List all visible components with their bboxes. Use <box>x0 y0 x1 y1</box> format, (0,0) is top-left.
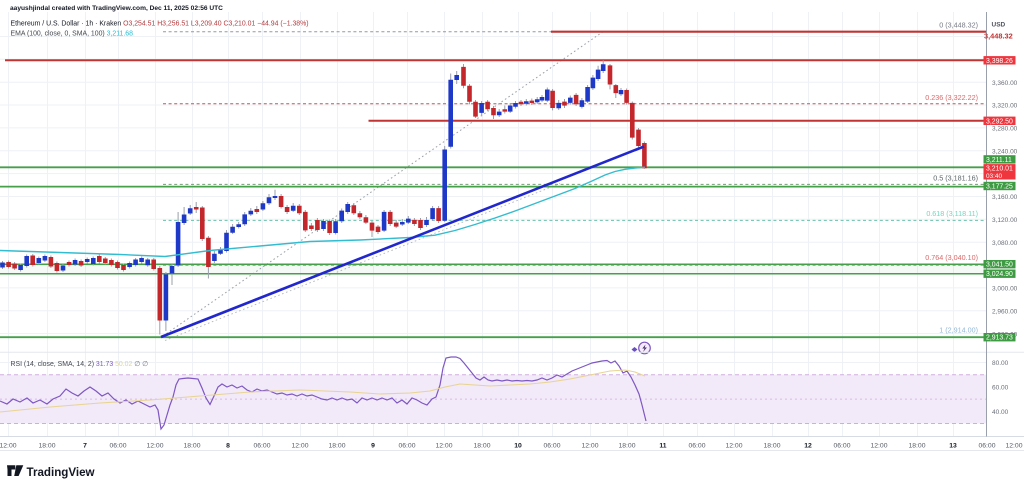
svg-text:USD: USD <box>992 22 1006 29</box>
svg-text:06:00: 06:00 <box>833 443 850 450</box>
svg-text:3,320.00: 3,320.00 <box>992 103 1018 110</box>
svg-text:EMA (100, close, 0, SMA, 100): EMA (100, close, 0, SMA, 100) 3,211.68 <box>11 30 134 37</box>
svg-text:3,120.00: 3,120.00 <box>992 217 1018 224</box>
svg-text:12:00: 12:00 <box>0 443 17 450</box>
svg-text:12:00: 12:00 <box>435 443 452 450</box>
svg-text:18:00: 18:00 <box>473 443 490 450</box>
svg-text:3,360.00: 3,360.00 <box>992 80 1018 87</box>
svg-text:3,080.00: 3,080.00 <box>992 240 1018 247</box>
svg-text:7: 7 <box>83 443 87 450</box>
svg-text:18:00: 18:00 <box>618 443 635 450</box>
svg-text:3,041.50: 3,041.50 <box>986 262 1013 269</box>
svg-text:18:00: 18:00 <box>763 443 780 450</box>
svg-text:3,211.11: 3,211.11 <box>986 157 1012 164</box>
svg-text:80.00: 80.00 <box>992 360 1009 367</box>
svg-text:3,292.50: 3,292.50 <box>986 118 1013 125</box>
svg-text:06:00: 06:00 <box>543 443 560 450</box>
svg-text:18:00: 18:00 <box>328 443 345 450</box>
svg-text:13: 13 <box>949 443 957 450</box>
svg-text:0.764 (3,040.10): 0.764 (3,040.10) <box>925 253 978 262</box>
svg-text:2,913.73: 2,913.73 <box>986 335 1013 342</box>
svg-text:0 (3,448.32): 0 (3,448.32) <box>939 21 978 30</box>
svg-text:18:00: 18:00 <box>38 443 55 450</box>
svg-text:Ethereum / U.S. Dollar · 1h ·: Ethereum / U.S. Dollar · 1h · Kraken O3,… <box>11 21 309 28</box>
svg-text:3,280.00: 3,280.00 <box>992 126 1018 133</box>
svg-text:3,240.00: 3,240.00 <box>992 149 1018 156</box>
svg-text:12: 12 <box>804 443 812 450</box>
svg-text:3,210.01: 3,210.01 <box>986 166 1013 173</box>
svg-text:03:40: 03:40 <box>986 173 1002 180</box>
svg-text:11: 11 <box>659 443 666 450</box>
svg-text:06:00: 06:00 <box>253 443 270 450</box>
svg-text:RSI (14, close, SMA, 14, 2) 31: RSI (14, close, SMA, 14, 2) 31.73 50.02 … <box>11 361 149 368</box>
svg-text:3,000.00: 3,000.00 <box>992 286 1018 293</box>
svg-text:0.618 (3,118.11): 0.618 (3,118.11) <box>926 209 978 218</box>
svg-text:1 (2,914.00): 1 (2,914.00) <box>939 325 978 334</box>
svg-text:12:00: 12:00 <box>870 443 887 450</box>
svg-text:0.5 (3,181.16): 0.5 (3,181.16) <box>933 174 978 183</box>
svg-text:12:00: 12:00 <box>1005 443 1022 450</box>
svg-text:40.00: 40.00 <box>992 409 1009 416</box>
svg-text:06:00: 06:00 <box>688 443 705 450</box>
svg-text:3,398.26: 3,398.26 <box>986 58 1013 65</box>
svg-text:06:00: 06:00 <box>978 443 995 450</box>
svg-text:0.236 (3,322.22): 0.236 (3,322.22) <box>925 93 978 102</box>
svg-text:12:00: 12:00 <box>581 443 598 450</box>
svg-text:12:00: 12:00 <box>291 443 308 450</box>
svg-text:06:00: 06:00 <box>109 443 126 450</box>
svg-text:60.00: 60.00 <box>992 385 1009 392</box>
svg-text:3,160.00: 3,160.00 <box>992 194 1018 201</box>
svg-text:3,177.25: 3,177.25 <box>986 183 1013 190</box>
svg-text:12:00: 12:00 <box>146 443 163 450</box>
svg-text:aayushjindal created with Trad: aayushjindal created with TradingView.co… <box>10 5 223 12</box>
svg-text:2,960.00: 2,960.00 <box>992 309 1018 316</box>
svg-text:8: 8 <box>226 443 230 450</box>
svg-text:3,024.90: 3,024.90 <box>986 271 1013 278</box>
svg-text:TradingView: TradingView <box>27 466 96 479</box>
svg-text:18:00: 18:00 <box>908 443 925 450</box>
svg-text:10: 10 <box>514 443 522 450</box>
svg-text:3,448.32: 3,448.32 <box>984 32 1013 41</box>
svg-text:12:00: 12:00 <box>725 443 742 450</box>
svg-text:06:00: 06:00 <box>398 443 415 450</box>
svg-text:18:00: 18:00 <box>183 443 200 450</box>
svg-text:9: 9 <box>371 443 375 450</box>
